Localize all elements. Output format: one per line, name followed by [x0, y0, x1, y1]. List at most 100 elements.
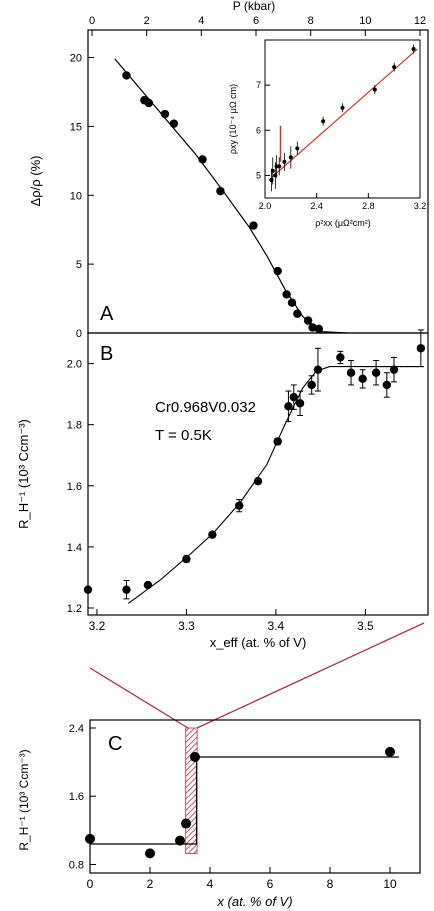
panel-b-x-tick-label: 3.3 — [178, 619, 195, 633]
panel-a-top-axis-label: P (kbar) — [233, 0, 275, 13]
panel-c-x-tick-label: 6 — [267, 877, 274, 891]
panel-c-x-tick-label: 4 — [207, 877, 214, 891]
inset-x-tick-label: 2.8 — [362, 201, 375, 211]
zoom-line-left — [89, 667, 189, 729]
panel-c-point — [181, 818, 191, 829]
panel-a-inset: 2.0 2.4 2.8 3.2 5 6 7 ρ²xx (μΩ²cm²) ρxy (10⁻⁴ … — [228, 39, 426, 228]
panel-a-y-tick-label: 20 — [70, 53, 82, 65]
panel-b-point — [416, 344, 426, 353]
panel-a-point — [287, 298, 297, 307]
inset-fit-line — [268, 48, 418, 181]
panel-a-top-ticks: 0 2 4 6 8 10 12 — [89, 15, 426, 36]
inset-point — [288, 155, 293, 160]
panel-b-point — [83, 585, 93, 594]
inset-y-tick-label: 6 — [256, 125, 261, 135]
panel-b-point — [208, 530, 217, 539]
panel-b-formula: Cr0.968V0.032 — [155, 399, 256, 416]
panel-b-point — [182, 554, 191, 564]
panel-b-point — [143, 580, 153, 590]
panel-b-y-tick-label: 1.4 — [67, 542, 82, 554]
inset-frame — [264, 39, 421, 199]
panel-b-point — [235, 501, 244, 510]
panel-a-point — [198, 155, 207, 164]
panel-c-point — [190, 752, 200, 762]
panel-c-point — [145, 848, 155, 859]
panel-b-x-tick-label: 3.4 — [268, 619, 285, 633]
panel-a-y-tick-label: 0 — [76, 328, 82, 340]
panel-a-points — [122, 71, 324, 334]
panel-c-y-ticks: 0.8 1.6 2.4 — [69, 723, 96, 871]
panel-b-x-tick-label: 3.2 — [89, 619, 106, 633]
panel-b-y-tick-label: 1.6 — [67, 481, 82, 493]
panel-b-y-tick-label: 1.8 — [67, 420, 82, 432]
panel-c-y-axis-label: R_H⁻¹ (10³ Ccm⁻³) — [17, 749, 31, 850]
panel-b-point — [336, 353, 345, 362]
panel-c: 0 2 4 6 8 10 0.8 1.6 2.4 x (at. % of V) R_H⁻¹ (… — [17, 719, 421, 909]
panel-a-point — [314, 324, 324, 334]
panel-b-point — [289, 392, 298, 402]
panel-a-y-tick-label: 5 — [76, 259, 82, 271]
panel-c-x-tick-label: 10 — [383, 877, 397, 891]
panel-b-points — [83, 329, 426, 600]
inset-point — [372, 87, 377, 92]
panel-b-y-ticks: 1.2 1.4 1.6 1.8 2.0 — [67, 359, 94, 615]
panel-a-y-tick-label: 15 — [70, 121, 82, 133]
panel-b-x-axis-label: x_eff (at. % of V) — [210, 635, 307, 650]
panel-b-y-axis-label: R_H⁻¹ (10³ Ccm⁻³) — [16, 419, 31, 529]
panel-c-x-tick-label: 2 — [147, 877, 154, 891]
panel-b-point — [253, 476, 263, 486]
panel-c-point — [385, 746, 395, 757]
panel-c-point — [85, 833, 95, 844]
panel-b-y-tick-label: 1.2 — [67, 603, 82, 615]
panel-a-point — [293, 309, 302, 318]
panel-a-top-tick-label: 4 — [198, 15, 204, 27]
panel-a-point — [282, 290, 291, 299]
panel-b-point — [358, 374, 367, 384]
panel-a-top-tick-label: 0 — [89, 15, 95, 27]
inset-point — [282, 159, 287, 164]
panel-c-y-tick-label: 2.4 — [69, 723, 84, 735]
panel-a-point — [122, 71, 131, 80]
panel-b: 3.2 3.3 3.4 3.5 1.2 1.4 1.6 1.8 2.0 x_eff (at. … — [16, 329, 429, 650]
panel-c-x-tick-label: 8 — [327, 877, 334, 891]
inset-y-tick-label: 7 — [256, 80, 261, 90]
inset-point — [321, 119, 326, 124]
panel-a-point — [144, 98, 154, 108]
panel-b-point — [313, 365, 323, 374]
panel-c-x-tick-label: 0 — [87, 877, 94, 891]
inset-point — [277, 164, 282, 169]
panel-b-point — [371, 368, 381, 377]
panel-a-point — [273, 266, 282, 276]
panel-a-point — [249, 221, 258, 230]
inset-x-tick-label: 3.2 — [414, 201, 427, 211]
panel-a-point — [308, 323, 317, 332]
panel-b-x-ticks: 3.2 3.3 3.4 3.5 — [89, 609, 374, 633]
panel-b-label: B — [100, 343, 113, 365]
inset-point — [411, 47, 416, 52]
panel-c-y-tick-label: 0.8 — [69, 859, 84, 871]
panel-b-frame — [87, 332, 429, 616]
inset-point — [340, 105, 345, 110]
panel-a-point — [169, 119, 179, 128]
panel-a-y-axis-label: Δρ/ρ (%) — [28, 156, 43, 207]
panel-a-y-tick-label: 10 — [70, 190, 82, 202]
panel-b-temperature: T = 0.5K — [155, 427, 212, 444]
panel-c-hatch-band — [185, 727, 198, 854]
panel-a-point — [303, 316, 313, 325]
panel-a-point — [160, 109, 170, 119]
panel-b-point — [389, 365, 399, 374]
inset-x-tick-label: 2.0 — [259, 201, 272, 211]
panel-c-points — [85, 746, 395, 859]
panel-a-top-tick-label: 8 — [308, 15, 314, 27]
inset-point — [392, 65, 397, 70]
panel-a-top-tick-label: 6 — [253, 15, 259, 27]
inset-ticks: 2.0 2.4 2.8 3.2 5 6 7 — [256, 80, 426, 211]
panel-a-point — [216, 186, 225, 196]
inset-x-axis-label: ρ²xx (μΩ²cm²) — [315, 218, 371, 228]
inset-point — [295, 146, 300, 151]
panel-a-top-tick-label: 2 — [144, 15, 150, 27]
inset-point — [270, 168, 275, 173]
panel-b-point — [122, 585, 131, 594]
panel-a-top-tick-label: 12 — [414, 15, 426, 27]
inset-points — [269, 44, 416, 192]
